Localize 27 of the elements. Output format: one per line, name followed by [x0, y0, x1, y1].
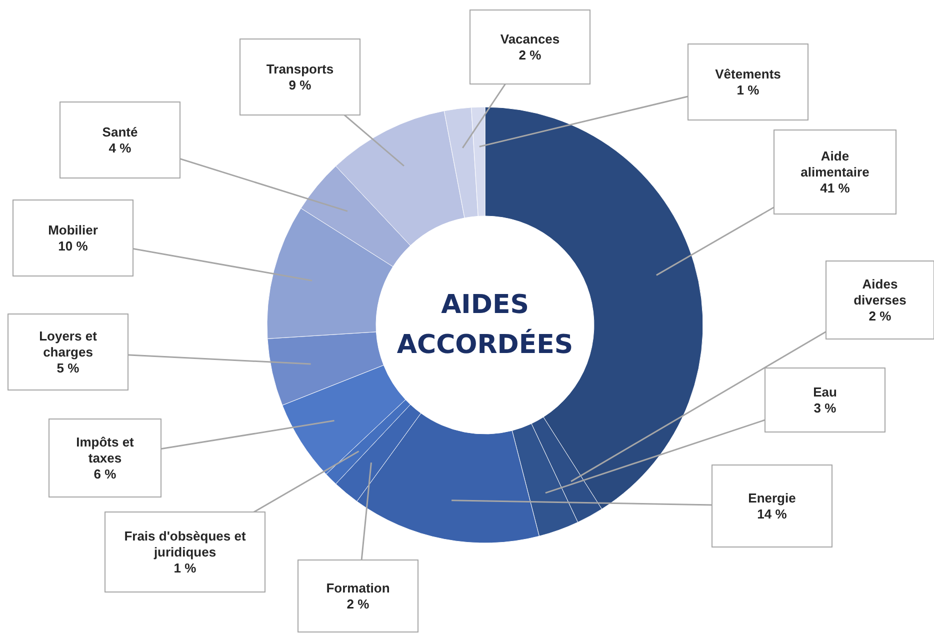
data-label: 6 %: [94, 466, 117, 482]
slice-label: Impôts et taxes: [76, 434, 135, 466]
slice-label: Santé: [102, 124, 138, 140]
data-label: 3 %: [814, 400, 837, 416]
data-label: 41 %: [820, 180, 850, 196]
slice-label: Eau: [813, 384, 837, 400]
data-label: 2 %: [868, 308, 892, 324]
data-label: 2 %: [518, 48, 542, 62]
slice-label: Mobilier: [48, 222, 98, 238]
data-label: 1 %: [736, 82, 760, 98]
text: AIDES ACCORDÉES: [396, 290, 574, 360]
data-label: 2 %: [346, 596, 370, 612]
slice-label: Aides diverses: [854, 276, 906, 308]
slice-label: Vacances: [500, 32, 560, 46]
data-label: 10 %: [58, 238, 88, 254]
slice-label: Energie: [748, 490, 796, 506]
data-label: 4 %: [108, 140, 132, 156]
data-label: 9 %: [288, 78, 312, 92]
slice-label: Loyers et charges: [39, 328, 98, 360]
slice-label: Transports: [266, 62, 334, 76]
data-label: 14 %: [757, 506, 788, 522]
data-label: 1 %: [174, 560, 197, 576]
data-label: 5 %: [56, 360, 80, 376]
slice-label: Aide alimentaire: [800, 148, 870, 180]
slice-label: Frais d'obsèques et juridiques: [124, 528, 246, 560]
slice-label: Formation: [326, 580, 390, 596]
slice-label: Vêtements: [715, 66, 781, 82]
